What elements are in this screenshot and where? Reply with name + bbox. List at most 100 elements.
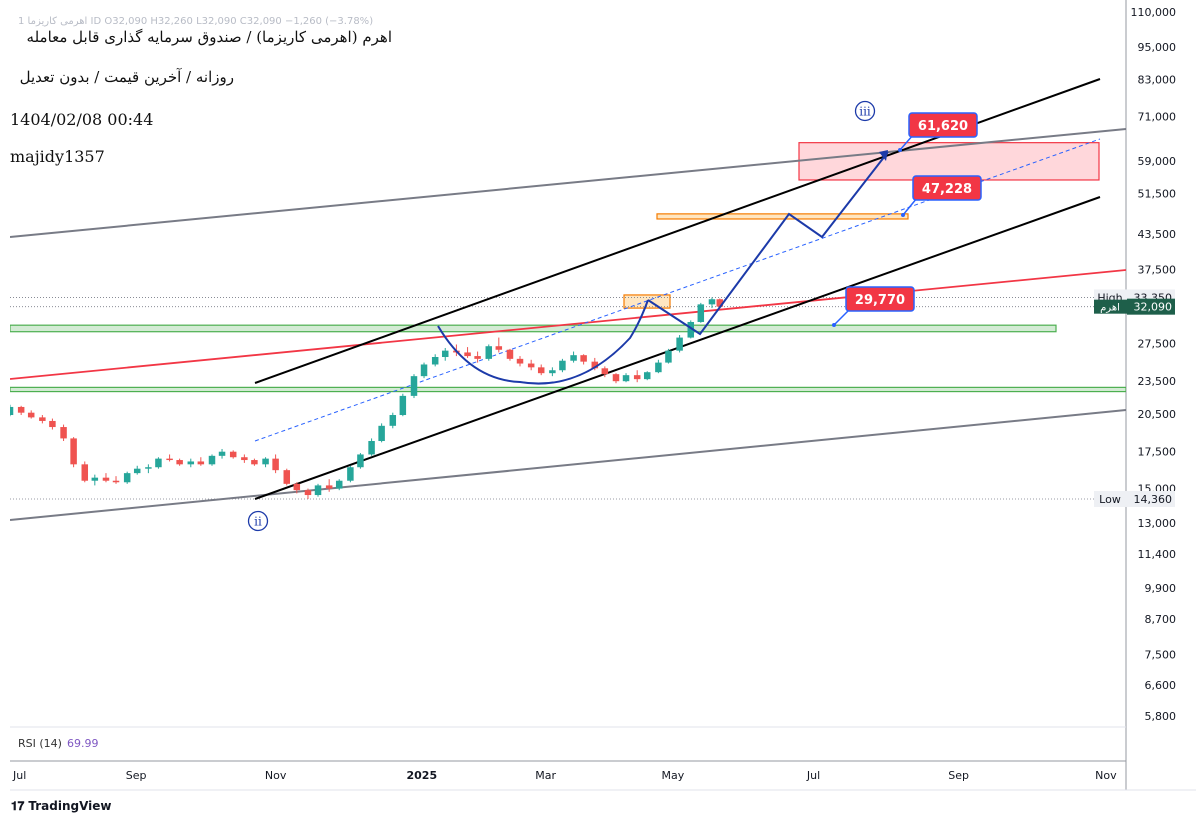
y-tick-label: 7,500 — [1145, 648, 1177, 661]
x-tick-label: Mar — [535, 769, 556, 782]
last-price-text: 32,090 — [1134, 301, 1173, 314]
symbol-tag-text: اهرم — [1100, 303, 1120, 314]
candle-body — [155, 458, 162, 468]
rsi-value: 69.99 — [66, 737, 99, 750]
candle-body — [145, 467, 152, 469]
callout-47228-text: 47,228 — [922, 182, 972, 197]
x-tick-label: 2025 — [406, 769, 437, 782]
y-tick-label: 20,500 — [1138, 408, 1177, 421]
candle-body — [357, 454, 364, 468]
candle-body — [495, 346, 503, 350]
brand-name: TradingView — [28, 799, 112, 813]
candle-body — [474, 356, 481, 359]
candle-body — [410, 376, 418, 396]
candle-body — [49, 420, 56, 428]
candle-body — [241, 457, 248, 461]
callout-pointer — [902, 197, 918, 216]
x-tick-label: Jul — [12, 769, 26, 782]
symbol-tag-box — [1094, 299, 1127, 314]
red-trendline — [10, 269, 1126, 380]
candle-body — [293, 483, 301, 491]
candle-body — [643, 372, 651, 380]
candle-body — [229, 451, 237, 458]
y-tick-label: 43,500 — [1138, 228, 1177, 241]
x-tick-label: Nov — [1095, 769, 1117, 782]
candle-body — [697, 304, 705, 322]
x-tick-label: Sep — [948, 769, 969, 782]
candle-body — [665, 350, 672, 363]
candle-body — [60, 427, 67, 439]
candle-body — [420, 364, 428, 377]
candle-body — [262, 458, 269, 465]
candle-body — [368, 441, 375, 455]
x-tick-label: Sep — [126, 769, 147, 782]
callout-29770-box — [845, 286, 915, 312]
zone-orange — [656, 213, 909, 220]
ohlc-legend: 1 اهرمی کاریزما ID O32,090 H32,260 L32,0… — [18, 16, 374, 27]
price-axis[interactable]: 110,000 95,000 83,000 71,000 59,000 51,500 43,… — [1094, 6, 1176, 723]
candle-body — [17, 406, 25, 413]
wave-arrowhead — [879, 150, 888, 161]
callout-anchor — [898, 148, 902, 152]
callout-29770-text: 29,770 — [855, 293, 905, 308]
last-price-box — [1127, 298, 1175, 315]
wave-label-ii: ii — [254, 515, 262, 529]
x-tick-label: Nov — [265, 769, 287, 782]
candle-body — [39, 417, 46, 421]
y-tick-label: 59,000 — [1138, 155, 1177, 168]
callout-anchor — [901, 213, 905, 217]
candle-body — [633, 375, 641, 380]
candle-body — [655, 362, 662, 373]
candle-body — [197, 461, 205, 465]
y-tick-label: 83,000 — [1138, 73, 1177, 86]
wave-projection-path — [647, 151, 889, 336]
wave-label-circle — [247, 510, 269, 532]
callout-47228-box — [912, 175, 982, 201]
candle-body — [441, 350, 449, 358]
zone-red — [798, 142, 1100, 181]
candle-body — [612, 374, 620, 382]
candle-body — [687, 321, 695, 338]
tradingview-brand[interactable]: 𝟏𝟕 TradingView — [11, 799, 112, 814]
candle-body — [580, 355, 587, 362]
rsi-label: RSI (14) — [18, 737, 62, 750]
candle-body — [676, 337, 683, 351]
wave-label-circle — [854, 100, 876, 122]
candle-body — [208, 455, 216, 465]
wave-label-iii: iii — [859, 105, 871, 119]
y-tick-label: 13,000 — [1138, 517, 1177, 530]
y-tick-label: 11,400 — [1138, 548, 1177, 561]
candle-body — [537, 367, 545, 374]
candle-body — [187, 461, 195, 465]
candle-body — [70, 438, 77, 465]
candle-body — [272, 458, 279, 471]
candle-body — [112, 480, 120, 483]
y-tick-label: 27,500 — [1138, 338, 1177, 351]
chart-subtitle: روزانه / آخرین قیمت / بدون تعدیل — [19, 68, 234, 86]
candle-body — [485, 346, 493, 359]
x-tick-label: Jul — [806, 769, 820, 782]
candle-body — [708, 299, 716, 305]
low-tag-text: Low — [1099, 493, 1121, 506]
candle-body — [464, 352, 471, 357]
rsi-legend[interactable]: RSI (14) 69.99 — [18, 737, 98, 750]
y-tick-label: 6,600 — [1145, 679, 1177, 692]
y-tick-label: 17,500 — [1138, 446, 1177, 459]
trendlines-layer — [10, 78, 1126, 521]
candle-body — [133, 468, 141, 474]
candle-body — [91, 477, 99, 481]
candle-body — [549, 370, 556, 374]
candle-body — [283, 470, 291, 484]
candle-body — [176, 460, 183, 465]
candle-body — [304, 490, 312, 496]
y-tick-label: 110,000 — [1131, 6, 1177, 19]
time-axis[interactable]: Jul Sep Nov 2025 Mar May Jul Sep Nov — [12, 769, 1117, 782]
candle-body — [527, 363, 535, 368]
y-tick-label: 5,800 — [1145, 710, 1177, 723]
tradingview-logo-icon: 𝟏𝟕 — [11, 799, 25, 813]
grey-channel-bottom — [10, 409, 1126, 521]
candle-body — [591, 361, 599, 369]
candle-body — [559, 360, 566, 371]
